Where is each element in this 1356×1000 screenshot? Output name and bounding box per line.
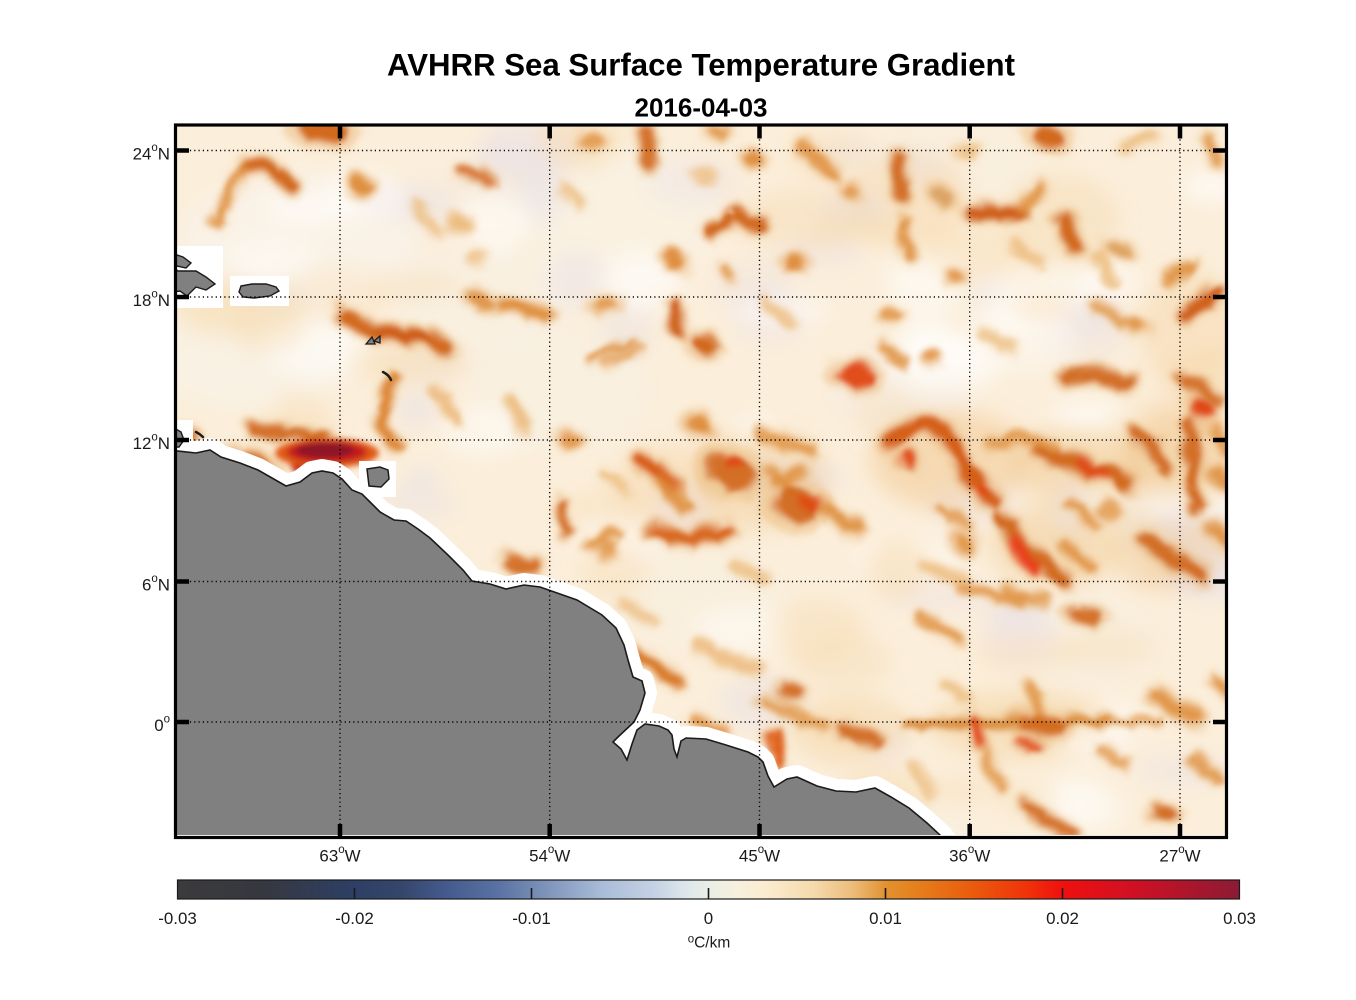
svg-text:oC/km: oC/km [688,934,731,952]
svg-text:36oW: 36oW [949,844,990,866]
svg-text:AVHRR Sea Surface Temperature: AVHRR Sea Surface Temperature Gradient [387,48,1015,83]
svg-text:-0.03: -0.03 [158,909,197,928]
svg-text:-0.01: -0.01 [512,909,551,928]
svg-text:63oW: 63oW [319,844,360,866]
svg-text:45oW: 45oW [739,844,780,866]
svg-text:18oN: 18oN [133,288,170,310]
svg-text:2016-04-03: 2016-04-03 [635,93,768,123]
svg-text:54oW: 54oW [529,844,570,866]
svg-text:27oW: 27oW [1159,844,1200,866]
svg-text:0: 0 [704,909,713,928]
svg-text:12oN: 12oN [133,431,170,453]
svg-text:-0.02: -0.02 [335,909,374,928]
svg-text:6oN: 6oN [142,573,170,595]
svg-text:0.01: 0.01 [869,909,902,928]
svg-text:0.03: 0.03 [1223,909,1256,928]
svg-text:0.02: 0.02 [1046,909,1079,928]
svg-text:24oN: 24oN [133,142,170,164]
